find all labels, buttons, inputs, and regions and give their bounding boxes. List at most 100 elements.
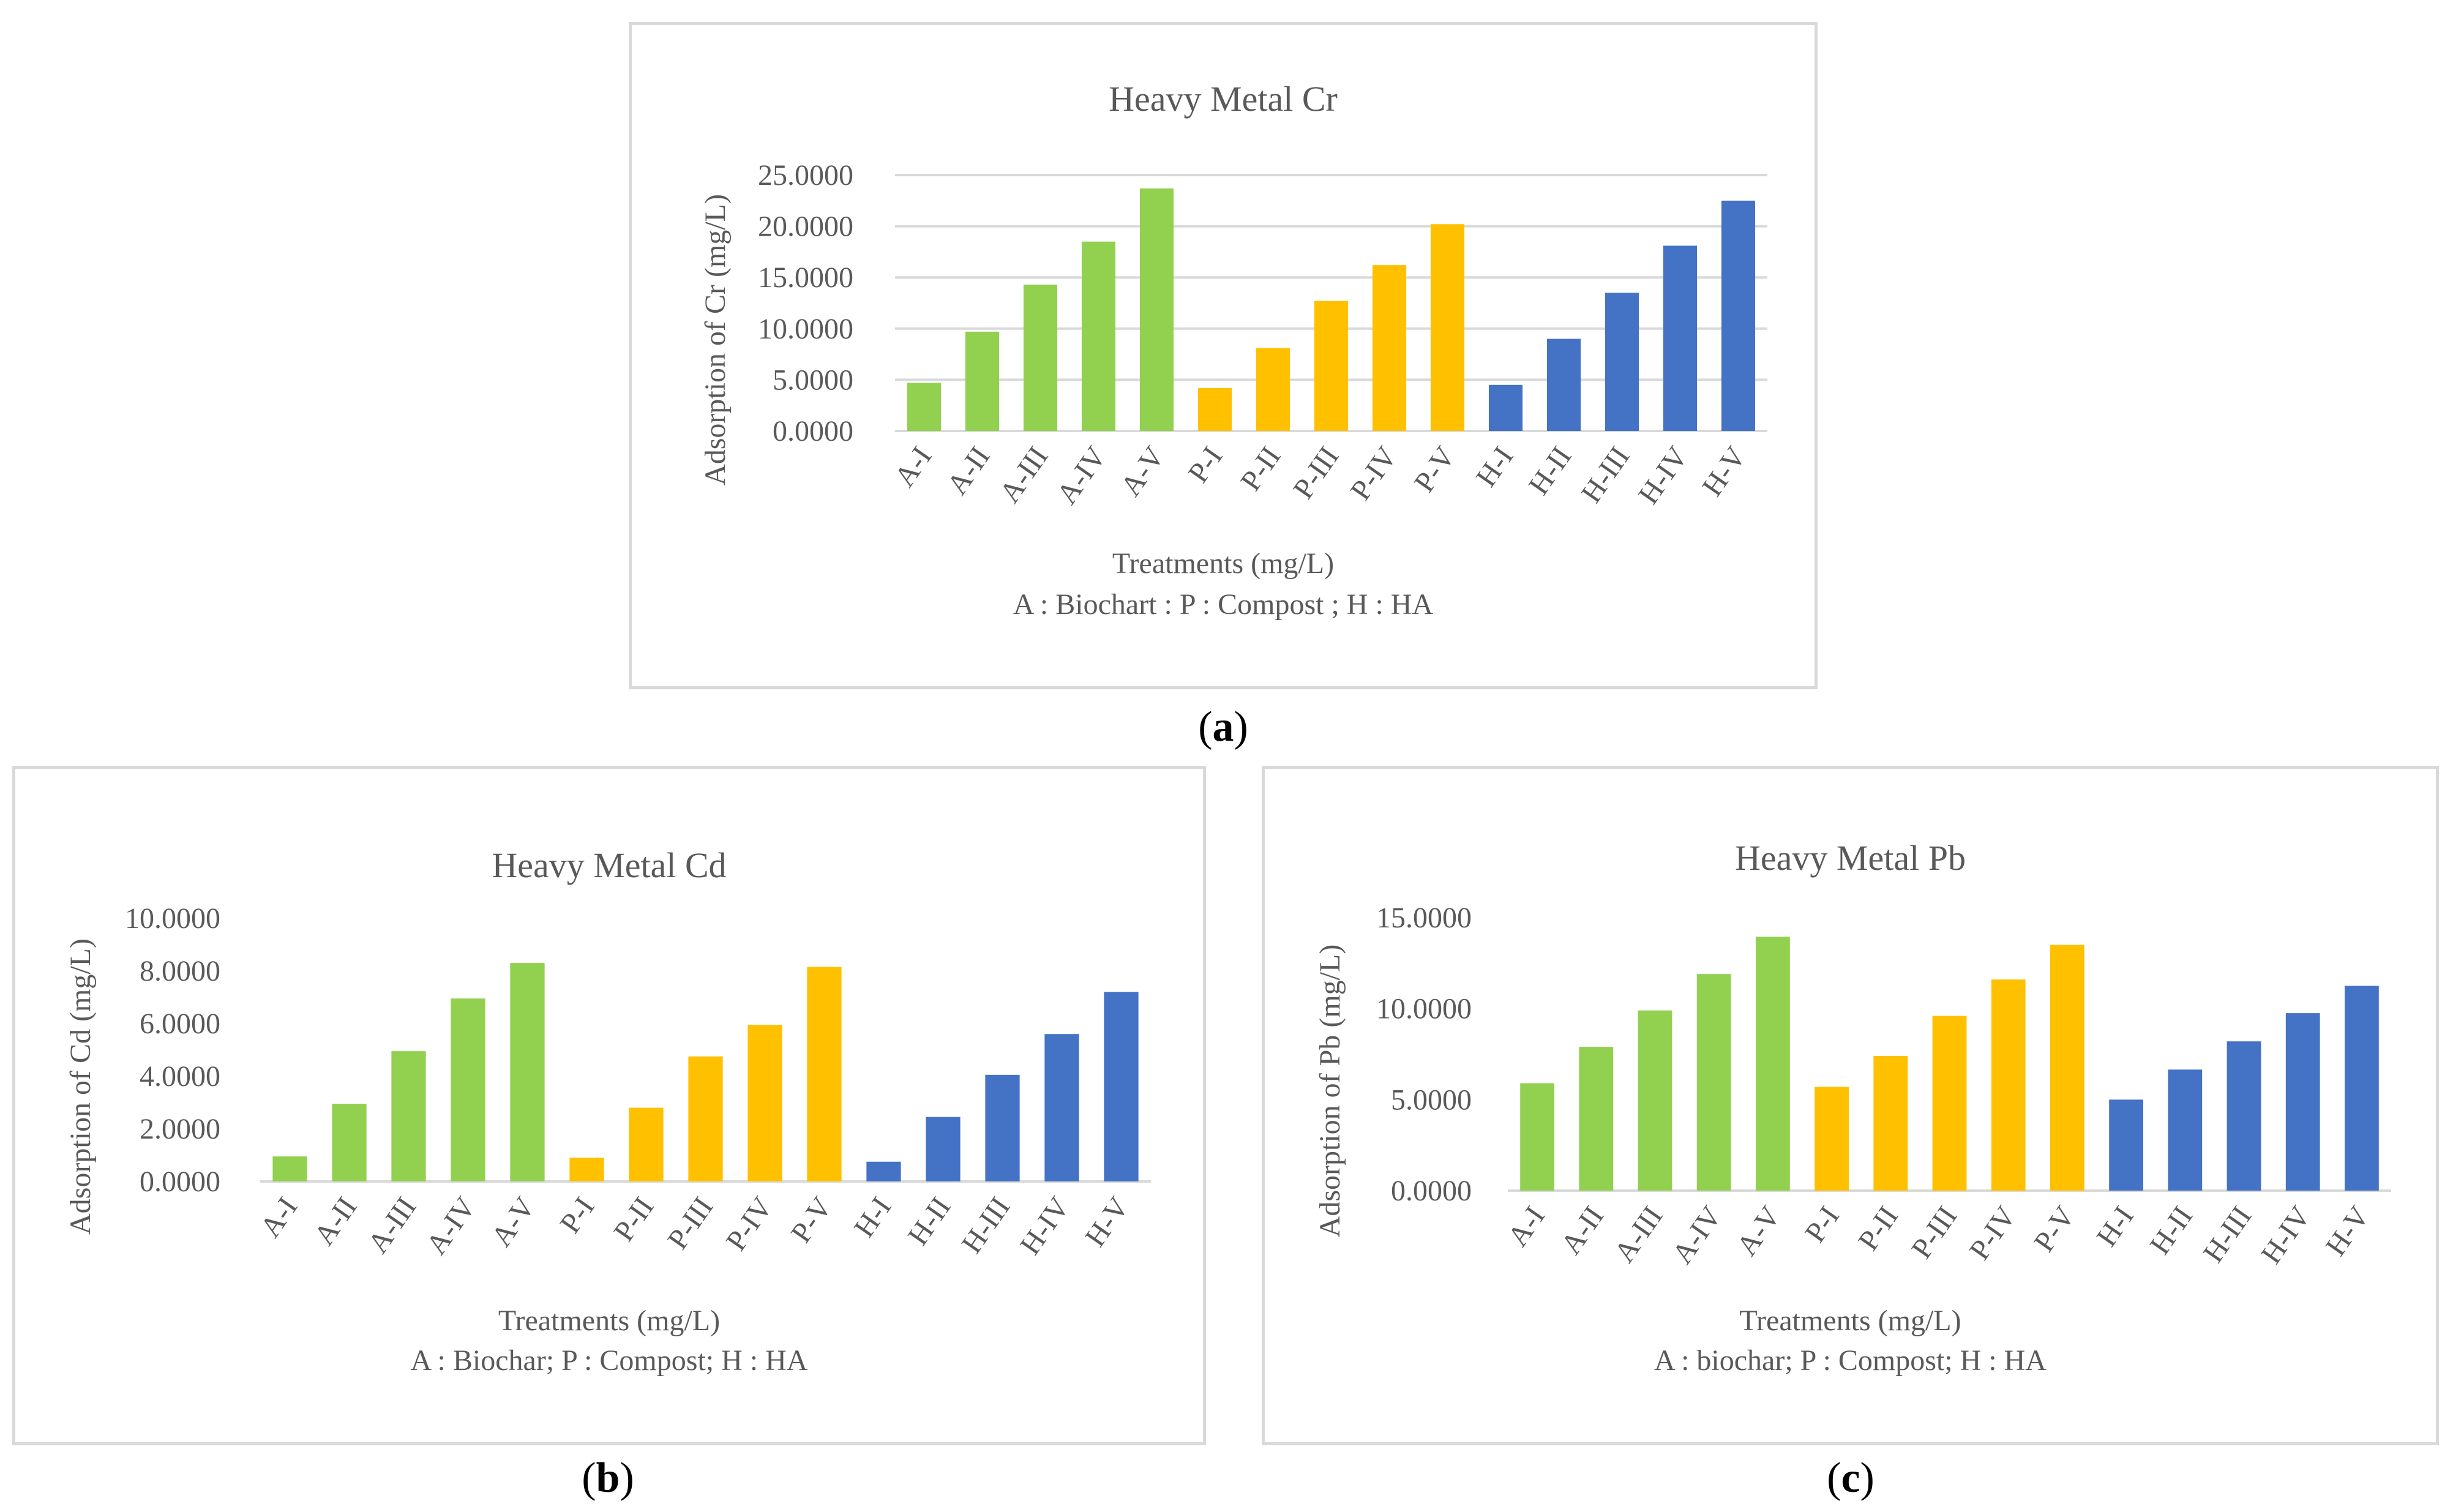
x-tick-label: A-II bbox=[941, 441, 997, 501]
bar-p-i bbox=[1815, 1087, 1849, 1191]
x-tick-label: A-V bbox=[1114, 441, 1171, 503]
x-axis-label: Treatments (mg/L) bbox=[1739, 1304, 1961, 1337]
bar-h-ii bbox=[926, 1117, 961, 1181]
bar-h-i bbox=[1488, 384, 1523, 431]
x-tick-label: H-IV bbox=[1632, 441, 1695, 511]
x-tick-label: P-II bbox=[607, 1191, 660, 1248]
bar-p-iii bbox=[1314, 301, 1349, 431]
x-tick-label: H-V bbox=[1696, 441, 1753, 503]
bar-a-ii bbox=[332, 1104, 367, 1181]
x-tick-label: A-II bbox=[1555, 1200, 1611, 1260]
x-tick-label: P-V bbox=[2028, 1200, 2081, 1258]
x-tick-label: P-II bbox=[1234, 441, 1287, 497]
x-tick-label: A-V bbox=[1731, 1200, 1788, 1262]
x-tick-label: P-V bbox=[785, 1191, 839, 1249]
y-tick-label: 15.0000 bbox=[1376, 902, 1472, 934]
x-tick-label: A-V bbox=[485, 1191, 542, 1253]
x-tick-label: P-III bbox=[1905, 1200, 1963, 1265]
y-tick-label: 10.0000 bbox=[125, 902, 220, 935]
x-tick-label: H-V bbox=[2320, 1200, 2376, 1262]
y-tick-label: 0.0000 bbox=[140, 1166, 220, 1198]
subfigure-label-a: (a) bbox=[1198, 703, 1248, 750]
x-tick-label: H-V bbox=[1079, 1191, 1136, 1253]
bar-p-v bbox=[1430, 224, 1465, 431]
x-tick-label: P-IV bbox=[1344, 441, 1404, 506]
x-tick-label: H-III bbox=[2197, 1200, 2258, 1268]
x-tick-label: P-I bbox=[1182, 441, 1229, 488]
x-tick-label: H-I bbox=[848, 1191, 898, 1243]
y-tick-label: 4.0000 bbox=[140, 1060, 220, 1093]
bar-h-iv bbox=[2285, 1013, 2320, 1191]
bar-h-ii bbox=[2168, 1069, 2203, 1191]
x-tick-label: H-I bbox=[1470, 441, 1520, 493]
y-tick-label: 15.0000 bbox=[758, 261, 853, 294]
bar-a-v bbox=[510, 963, 545, 1181]
subfigure-label-b: (b) bbox=[582, 1454, 634, 1502]
bar-h-iii bbox=[2227, 1041, 2261, 1191]
x-tick-label: H-III bbox=[956, 1191, 1017, 1259]
bar-p-i bbox=[1197, 387, 1232, 431]
chart-panel-cr: Heavy Metal Cr 0.0000 5.0000 10.0000 15.0000… bbox=[629, 22, 1818, 689]
bar-a-ii bbox=[1579, 1047, 1614, 1191]
x-tick-label: P-IV bbox=[720, 1191, 779, 1257]
y-tick-label: 10.0000 bbox=[1376, 993, 1472, 1025]
bar-a-iv bbox=[1081, 241, 1116, 431]
chart-title: Heavy Metal Cd bbox=[492, 845, 726, 885]
chart-pb-svg: Heavy Metal Pb 0.0000 5.0000 10.0000 15.0000… bbox=[1314, 838, 2391, 1377]
bar-a-iii bbox=[1638, 1010, 1672, 1191]
x-tick-label: H-II bbox=[1523, 441, 1578, 501]
y-tick-label: 20.0000 bbox=[758, 211, 853, 243]
x-tick-label: P-III bbox=[1287, 441, 1345, 505]
bar-a-i bbox=[907, 383, 942, 431]
y-tick-label: 25.0000 bbox=[758, 159, 853, 192]
y-tick-label: 5.0000 bbox=[773, 364, 853, 396]
bar-h-iii bbox=[985, 1074, 1020, 1181]
chart-title: Heavy Metal Cr bbox=[1109, 79, 1338, 119]
chart-panel-cd: Heavy Metal Cd 0.0000 2.0000 4.0000 6.0000 8.… bbox=[12, 766, 1206, 1445]
x-tick-label: H-IV bbox=[2255, 1200, 2317, 1270]
bar-h-iii bbox=[1605, 293, 1639, 431]
bar-a-v bbox=[1139, 188, 1174, 431]
bar-h-i bbox=[2109, 1099, 2143, 1191]
x-tick-label: P-I bbox=[1799, 1200, 1846, 1248]
bar-h-iv bbox=[1044, 1034, 1079, 1181]
bar-p-iv bbox=[1372, 265, 1407, 431]
bar-h-i bbox=[866, 1161, 901, 1181]
bar-h-v bbox=[1721, 200, 1756, 431]
x-tick-label: A-IV bbox=[1666, 1200, 1728, 1270]
bar-h-v bbox=[1104, 992, 1139, 1181]
y-tick-label: 0.0000 bbox=[1391, 1175, 1472, 1207]
bar-a-iv bbox=[1696, 974, 1731, 1191]
legend-note: A : biochar; P : Compost; H : HA bbox=[1654, 1344, 2047, 1377]
bar-p-v bbox=[2050, 945, 2084, 1191]
y-axis-label: Adsorption of Pb (mg/L) bbox=[1314, 945, 1346, 1238]
x-tick-label: P-I bbox=[553, 1191, 601, 1239]
bar-p-iv bbox=[747, 1025, 782, 1181]
bar-p-iv bbox=[1991, 979, 2026, 1191]
bar-h-v bbox=[2345, 986, 2379, 1191]
y-axis-label: Adsorption of Cd (mg/L) bbox=[64, 938, 97, 1235]
bar-a-iii bbox=[391, 1051, 426, 1181]
legend-note: A : Biochar; P : Compost; H : HA bbox=[411, 1344, 808, 1377]
bar-a-i bbox=[1520, 1083, 1554, 1191]
bar-h-ii bbox=[1546, 339, 1581, 431]
bar-p-iii bbox=[688, 1056, 723, 1181]
x-tick-label: P-IV bbox=[1963, 1200, 2023, 1266]
bar-a-iv bbox=[451, 998, 485, 1181]
chart-cr-svg: Heavy Metal Cr 0.0000 5.0000 10.0000 15.0000… bbox=[699, 79, 1767, 621]
legend-note: A : Biochart : P : Compost ; H : HA bbox=[1013, 588, 1434, 621]
x-tick-label: P-III bbox=[661, 1191, 719, 1256]
x-tick-label: H-II bbox=[2144, 1200, 2200, 1260]
bar-p-iii bbox=[1932, 1016, 1967, 1191]
x-tick-label: A-I bbox=[1501, 1200, 1551, 1252]
y-tick-label: 8.0000 bbox=[140, 955, 220, 987]
chart-title: Heavy Metal Pb bbox=[1735, 838, 1966, 878]
x-axis-label: Treatments (mg/L) bbox=[498, 1304, 720, 1337]
y-tick-label: 2.0000 bbox=[140, 1113, 220, 1145]
x-tick-label: A-III bbox=[994, 441, 1055, 509]
y-tick-label: 5.0000 bbox=[1391, 1083, 1472, 1116]
x-tick-label: A-I bbox=[254, 1191, 304, 1243]
bar-a-ii bbox=[965, 331, 1000, 431]
y-axis-label: Adsorption of Cr (mg/L) bbox=[699, 194, 732, 485]
y-tick-label: 10.0000 bbox=[758, 313, 853, 345]
